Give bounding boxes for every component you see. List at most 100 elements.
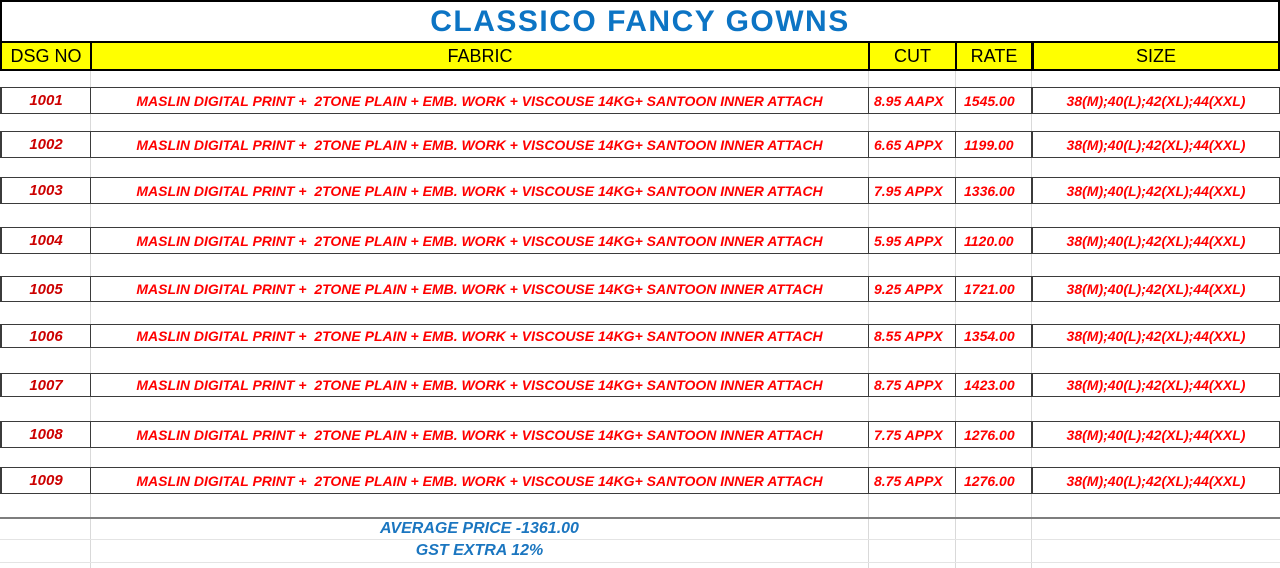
size-cell: 38(M);40(L);42(XL);44(XXL): [1031, 88, 1280, 113]
cut-cell: 9.25 APPX: [868, 277, 955, 301]
empty-cell: [955, 204, 1031, 227]
size-cell: 38(M);40(L);42(XL);44(XXL): [1031, 468, 1280, 493]
empty-cell: [868, 302, 955, 324]
empty-cell: [955, 158, 1031, 177]
empty-cell: [0, 563, 90, 568]
spacer-row: [0, 348, 1280, 373]
cut-cell: 8.75 APPX: [868, 468, 955, 493]
fabric-cell: MASLIN DIGITAL PRINT + 2TONE PLAIN + EMB…: [90, 374, 868, 396]
dsg-cell: 1003: [0, 178, 90, 203]
table-row: 1009 MASLIN DIGITAL PRINT + 2TONE PLAIN +…: [0, 467, 1280, 494]
table-row: 1003 MASLIN DIGITAL PRINT + 2TONE PLAIN +…: [0, 177, 1280, 204]
rate-cell: 1721.00: [955, 277, 1031, 301]
empty-cell: [955, 254, 1031, 276]
empty-cell: [868, 254, 955, 276]
empty-cell: [0, 158, 90, 177]
average-price-row: AVERAGE PRICE -1361.00: [0, 517, 1280, 540]
empty-cell: [1031, 540, 1280, 562]
spacer-row: [0, 114, 1280, 131]
empty-cell: [868, 540, 955, 562]
empty-cell: [868, 563, 955, 568]
dsg-cell: 1002: [0, 132, 90, 157]
empty-cell: [955, 563, 1031, 568]
empty-cell: [0, 397, 90, 421]
empty-cell: [868, 158, 955, 177]
size-cell: 38(M);40(L);42(XL);44(XXL): [1031, 277, 1280, 301]
empty-cell: [90, 71, 868, 87]
table-row: 1007 MASLIN DIGITAL PRINT + 2TONE PLAIN +…: [0, 373, 1280, 397]
table-row: 1008 MASLIN DIGITAL PRINT + 2TONE PLAIN +…: [0, 421, 1280, 448]
empty-cell: [868, 71, 955, 87]
table-row: 1005 MASLIN DIGITAL PRINT + 2TONE PLAIN +…: [0, 276, 1280, 302]
column-header-size: SIZE: [1031, 41, 1280, 71]
empty-cell: [90, 114, 868, 131]
dsg-cell: 1004: [0, 228, 90, 253]
spacer-row: [0, 563, 1280, 568]
spacer-row: [0, 494, 1280, 517]
empty-cell: [1031, 204, 1280, 227]
table-row: 1006 MASLIN DIGITAL PRINT + 2TONE PLAIN +…: [0, 324, 1280, 348]
table-row: 1002 MASLIN DIGITAL PRINT + 2TONE PLAIN +…: [0, 131, 1280, 158]
fabric-cell: MASLIN DIGITAL PRINT + 2TONE PLAIN + EMB…: [90, 132, 868, 157]
gst-note-text: GST EXTRA 12%: [90, 540, 868, 562]
empty-cell: [1031, 158, 1280, 177]
empty-cell: [955, 114, 1031, 131]
fabric-cell: MASLIN DIGITAL PRINT + 2TONE PLAIN + EMB…: [90, 422, 868, 447]
empty-cell: [0, 494, 90, 517]
empty-cell: [0, 448, 90, 467]
dsg-cell: 1001: [0, 88, 90, 113]
empty-cell: [90, 158, 868, 177]
spacer-row: [0, 302, 1280, 324]
empty-cell: [955, 494, 1031, 517]
rate-cell: 1354.00: [955, 325, 1031, 347]
size-cell: 38(M);40(L);42(XL);44(XXL): [1031, 132, 1280, 157]
empty-cell: [955, 348, 1031, 373]
empty-cell: [90, 204, 868, 227]
fabric-cell: MASLIN DIGITAL PRINT + 2TONE PLAIN + EMB…: [90, 88, 868, 113]
spacer-row: [0, 71, 1280, 87]
empty-cell: [0, 348, 90, 373]
cut-cell: 8.95 AAPX: [868, 88, 955, 113]
rate-cell: 1120.00: [955, 228, 1031, 253]
average-price-text: AVERAGE PRICE -1361.00: [90, 519, 868, 539]
empty-cell: [868, 494, 955, 517]
cut-cell: 8.55 APPX: [868, 325, 955, 347]
fabric-cell: MASLIN DIGITAL PRINT + 2TONE PLAIN + EMB…: [90, 468, 868, 493]
empty-cell: [1031, 254, 1280, 276]
empty-cell: [955, 397, 1031, 421]
cut-cell: 5.95 APPX: [868, 228, 955, 253]
empty-cell: [868, 348, 955, 373]
column-header-rate: RATE: [955, 41, 1031, 71]
spacer-row: [0, 448, 1280, 467]
empty-cell: [90, 494, 868, 517]
empty-cell: [90, 397, 868, 421]
dsg-cell: 1009: [0, 468, 90, 493]
dsg-cell: 1006: [0, 325, 90, 347]
fabric-cell: MASLIN DIGITAL PRINT + 2TONE PLAIN + EMB…: [90, 228, 868, 253]
spacer-row: [0, 158, 1280, 177]
empty-cell: [868, 448, 955, 467]
spacer-row: [0, 397, 1280, 421]
empty-cell: [0, 114, 90, 131]
size-cell: 38(M);40(L);42(XL);44(XXL): [1031, 325, 1280, 347]
size-cell: 38(M);40(L);42(XL);44(XXL): [1031, 422, 1280, 447]
rate-cell: 1276.00: [955, 422, 1031, 447]
sheet-title: CLASSICO FANCY GOWNS: [0, 0, 1280, 41]
empty-cell: [1031, 519, 1280, 539]
empty-cell: [90, 302, 868, 324]
empty-cell: [868, 114, 955, 131]
size-cell: 38(M);40(L);42(XL);44(XXL): [1031, 178, 1280, 203]
rate-cell: 1336.00: [955, 178, 1031, 203]
size-cell: 38(M);40(L);42(XL);44(XXL): [1031, 374, 1280, 396]
size-cell: 38(M);40(L);42(XL);44(XXL): [1031, 228, 1280, 253]
dsg-cell: 1005: [0, 277, 90, 301]
table-body: 1001 MASLIN DIGITAL PRINT + 2TONE PLAIN +…: [0, 71, 1280, 494]
table-row: 1004 MASLIN DIGITAL PRINT + 2TONE PLAIN +…: [0, 227, 1280, 254]
gst-row: GST EXTRA 12%: [0, 540, 1280, 563]
column-header-cut: CUT: [868, 41, 955, 71]
column-header-dsg-no: DSG NO: [0, 41, 90, 71]
cut-cell: 7.75 APPX: [868, 422, 955, 447]
empty-cell: [0, 519, 90, 539]
table-row: 1001 MASLIN DIGITAL PRINT + 2TONE PLAIN +…: [0, 87, 1280, 114]
